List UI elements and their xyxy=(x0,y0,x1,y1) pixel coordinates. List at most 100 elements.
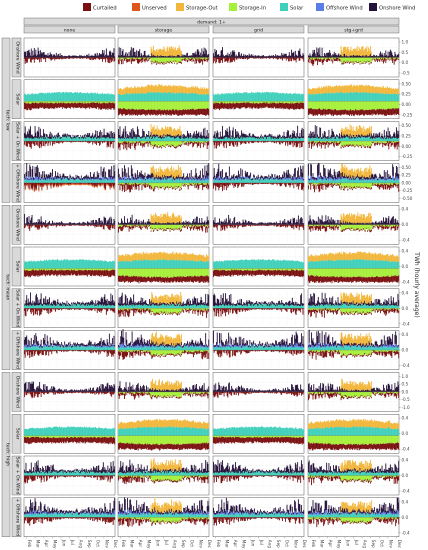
curtailed-area xyxy=(363,63,364,64)
storage-in-area xyxy=(398,58,399,60)
column-strip-label: storage xyxy=(155,27,173,33)
outer-row-label: tech: high xyxy=(4,443,10,466)
curtailed-area xyxy=(160,63,161,64)
curtailed-area xyxy=(177,63,178,64)
curtailed-area xyxy=(181,62,182,64)
legend-swatch xyxy=(83,3,91,11)
onshore-wind-area xyxy=(303,55,304,58)
top-strip-label: demand: 1+ xyxy=(197,19,226,25)
curtailed-area xyxy=(166,63,167,64)
legend-label: Onshore Wind xyxy=(379,6,415,12)
curtailed-area xyxy=(187,60,188,62)
curtailed-area xyxy=(162,63,163,64)
inner-row-label: Solar xyxy=(15,261,21,273)
legend-swatch xyxy=(132,3,140,11)
curtailed-area xyxy=(386,59,387,60)
curtailed-area xyxy=(119,59,120,64)
curtailed-area xyxy=(114,58,115,62)
curtailed-area xyxy=(123,60,124,65)
curtailed-area xyxy=(45,58,46,63)
inner-row-label: Onshore Wind xyxy=(15,376,21,408)
inner-row-label: Solar + On.Wind xyxy=(15,456,21,494)
legend-swatch xyxy=(229,3,237,11)
y-axis-title: TWh (hourly average) xyxy=(413,251,420,317)
y-tick-label: 1.0 xyxy=(402,40,409,45)
column-strip-label: none xyxy=(64,28,76,33)
facet-panel xyxy=(213,38,304,77)
onshore-wind-area xyxy=(113,48,114,57)
facet-panel xyxy=(24,80,115,119)
curtailed-area xyxy=(154,63,155,64)
curtailed-area xyxy=(345,62,346,63)
curtailed-area xyxy=(329,59,330,61)
curtailed-area xyxy=(371,62,372,63)
storage-out-area xyxy=(371,52,372,56)
curtailed-area xyxy=(185,60,186,62)
curtailed-area xyxy=(205,60,206,61)
curtailed-area xyxy=(347,62,348,63)
curtailed-area xyxy=(353,63,354,64)
legend-label: Solar xyxy=(290,6,304,12)
legend-swatch xyxy=(369,3,377,11)
curtailed-area xyxy=(362,63,363,64)
inner-row-label: Onshore Wind xyxy=(15,41,21,73)
legend-label: Storage-In xyxy=(239,6,266,12)
curtailed-area xyxy=(332,60,333,64)
inner-row-label: Onshore Wind xyxy=(15,209,21,241)
curtailed-area xyxy=(169,62,170,63)
curtailed-area xyxy=(366,62,367,63)
curtailed-area xyxy=(388,58,389,60)
curtailed-area xyxy=(398,59,399,60)
curtailed-area xyxy=(135,59,136,60)
curtailed-area xyxy=(156,63,157,65)
inner-row-label: + Offshore Wind xyxy=(15,498,21,536)
curtailed-area xyxy=(308,59,309,62)
curtailed-area xyxy=(350,63,351,64)
outer-row-label: tech: low xyxy=(4,110,10,131)
curtailed-area xyxy=(151,63,152,65)
legend-swatch xyxy=(176,3,184,11)
curtailed-area xyxy=(121,60,122,65)
inner-row-label: Solar + On.Wind xyxy=(15,122,21,160)
curtailed-area xyxy=(313,60,314,64)
inner-row-label: Solar + On.Wind xyxy=(15,289,21,327)
curtailed-area xyxy=(174,63,175,64)
curtailed-area xyxy=(354,63,355,64)
curtailed-area xyxy=(343,62,344,64)
inner-row-label: Solar xyxy=(15,428,21,440)
onshore-wind-area xyxy=(322,48,323,58)
y-tick-label: 0.5 xyxy=(402,50,409,55)
curtailed-area xyxy=(148,59,149,61)
column-strip-label: stg+grd xyxy=(344,27,363,33)
facet-panel xyxy=(24,38,115,77)
inner-row-label: + Offshore Wind xyxy=(15,164,21,202)
curtailed-area xyxy=(164,63,165,64)
curtailed-area xyxy=(360,63,361,64)
legend-swatch xyxy=(316,3,324,11)
curtailed-area xyxy=(303,58,304,62)
legend: Curtailed Unserved Storage-Out Storage-In So… xyxy=(83,3,415,12)
curtailed-area xyxy=(129,59,130,62)
facet-panel xyxy=(308,38,399,77)
curtailed-area xyxy=(375,60,376,62)
facet-panel xyxy=(118,38,209,77)
curtailed-area xyxy=(331,60,332,62)
curtailed-area xyxy=(208,58,209,59)
onshore-wind-area xyxy=(208,54,209,57)
curtailed-area xyxy=(372,60,373,61)
storage-in-area xyxy=(208,58,209,59)
curtailed-area xyxy=(369,63,370,64)
y-tick-label: 0.0 xyxy=(402,60,409,65)
inner-row-label: + Offshore Wind xyxy=(15,331,21,369)
curtailed-area xyxy=(157,63,158,64)
curtailed-area xyxy=(234,58,235,62)
curtailed-area xyxy=(390,59,391,60)
curtailed-area xyxy=(372,59,373,60)
legend-swatch xyxy=(280,3,288,11)
curtailed-area xyxy=(379,59,380,62)
curtailed-area xyxy=(172,63,173,64)
curtailed-area xyxy=(105,58,106,63)
curtailed-area xyxy=(365,63,366,64)
onshore-wind-area xyxy=(114,56,115,57)
y-tick-label: -0.5 xyxy=(402,71,411,76)
